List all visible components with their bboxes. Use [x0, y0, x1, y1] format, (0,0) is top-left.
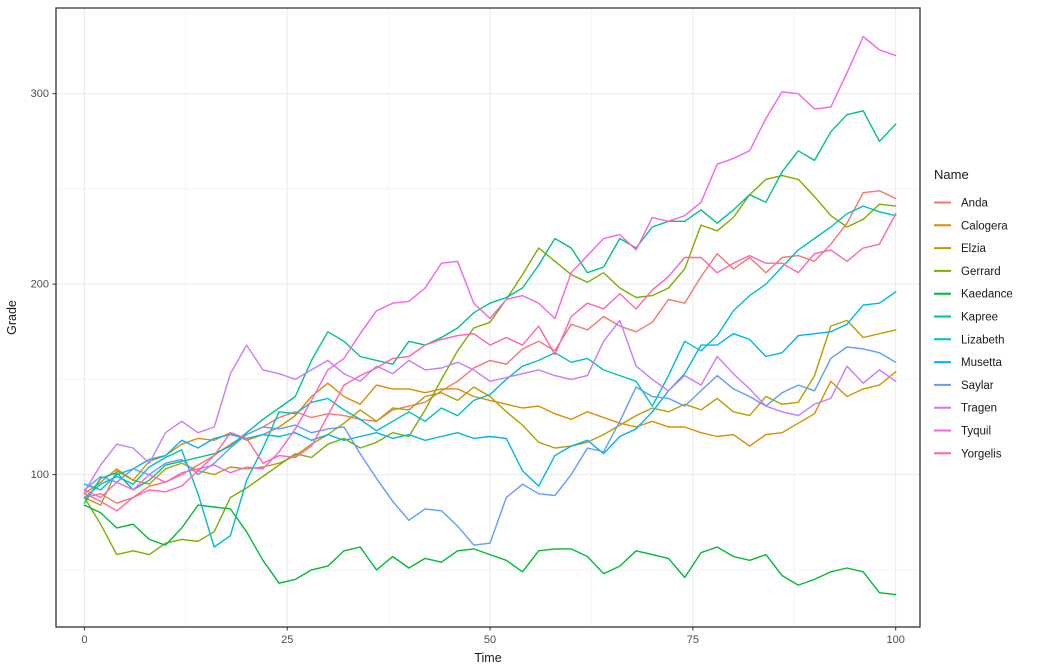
y-tick-label: 100: [31, 469, 49, 481]
legend-label-tragen: Tragen: [961, 403, 997, 415]
x-tick-label: 0: [81, 634, 87, 646]
legend-label-gerrard: Gerrard: [961, 266, 1001, 278]
legend-label-musetta: Musetta: [961, 357, 1003, 369]
legend-label-tyquil: Tyquil: [961, 426, 991, 438]
legend-label-kaedance: Kaedance: [961, 289, 1013, 301]
x-tick-label: 25: [281, 634, 293, 646]
legend-label-kapree: Kapree: [961, 312, 998, 324]
series-line-tragen: [83, 319, 897, 493]
legend-label-lizabeth: Lizabeth: [961, 334, 1004, 346]
x-tick-label: 75: [687, 634, 699, 646]
x-axis-title: Time: [474, 651, 501, 665]
series-line-musetta: [83, 291, 897, 491]
series-line-lizabeth: [83, 205, 897, 548]
series-line-tyquil: [83, 35, 897, 499]
y-tick-label: 200: [31, 279, 49, 291]
legend-label-saylar: Saylar: [961, 380, 994, 392]
series-line-yorgelis: [83, 212, 897, 512]
legend-label-anda: Anda: [961, 198, 988, 210]
legend-label-yorgelis: Yorgelis: [961, 448, 1002, 460]
legend-label-calogera: Calogera: [961, 220, 1008, 232]
legend-label-elzia: Elzia: [961, 243, 987, 255]
series-line-gerrard: [83, 174, 897, 556]
y-axis-title: Grade: [5, 300, 19, 335]
x-tick-label: 50: [484, 634, 496, 646]
panel-border: [55, 7, 921, 628]
y-tick-label: 300: [31, 88, 49, 100]
legend-title: Name: [934, 167, 969, 182]
x-tick-label: 100: [886, 634, 904, 646]
series-line-saylar: [83, 346, 897, 546]
series-line-kaedance: [83, 504, 897, 596]
series-line-kapree: [83, 110, 897, 504]
